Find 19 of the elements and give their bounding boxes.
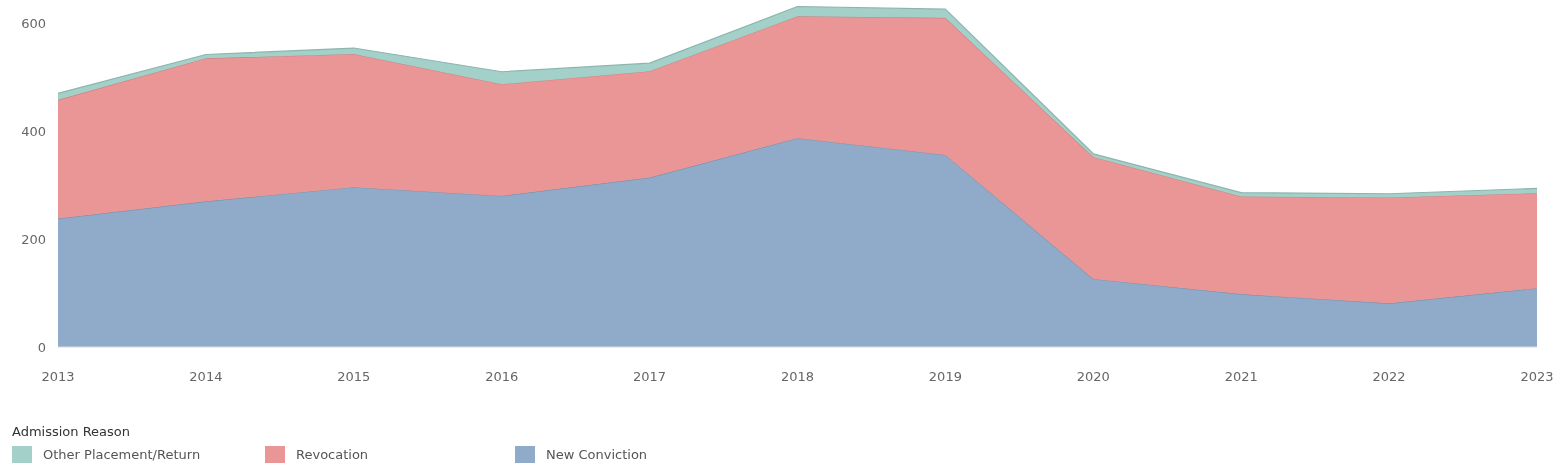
y-tick-label: 200 xyxy=(21,231,46,247)
x-tick-label: 2014 xyxy=(189,369,223,384)
y-tick-label: 400 xyxy=(21,123,46,139)
x-tick-label: 2016 xyxy=(485,369,519,384)
legend-title: Admission Reason xyxy=(12,424,131,439)
y-tick-label: 600 xyxy=(21,15,46,31)
legend-label: Other Placement/Return xyxy=(43,447,201,462)
legend-label: Revocation xyxy=(296,447,369,462)
x-tick-label: 2022 xyxy=(1372,369,1406,384)
y-tick-label: 0 xyxy=(37,339,46,355)
x-tick-label: 2015 xyxy=(337,369,371,384)
x-tick-label: 2020 xyxy=(1076,369,1110,384)
x-tick-label: 2017 xyxy=(633,369,667,384)
x-tick-label: 2019 xyxy=(928,369,962,384)
legend-label: New Conviction xyxy=(546,447,648,462)
x-tick-label: 2018 xyxy=(780,369,815,384)
x-tick-label: 2023 xyxy=(1520,369,1554,384)
x-tick-label: 2021 xyxy=(1224,369,1258,384)
x-tick-label: 2013 xyxy=(41,369,75,384)
